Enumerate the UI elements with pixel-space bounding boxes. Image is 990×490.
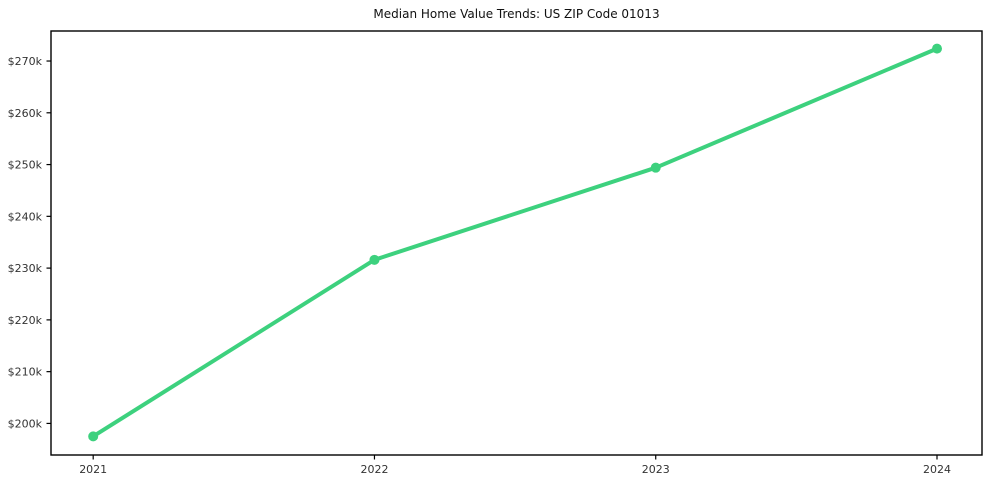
y-tick-label: $210k bbox=[8, 366, 43, 379]
y-tick-label: $230k bbox=[8, 262, 43, 275]
y-tick-label: $270k bbox=[8, 55, 43, 68]
data-point-marker bbox=[650, 162, 661, 173]
x-tick-label: 2021 bbox=[79, 463, 107, 476]
data-point-marker bbox=[88, 431, 99, 442]
x-tick-label: 2022 bbox=[360, 463, 388, 476]
y-tick-label: $260k bbox=[8, 107, 43, 120]
y-tick-label: $200k bbox=[8, 417, 43, 430]
plot-border bbox=[50, 30, 983, 456]
y-tick-label: $240k bbox=[8, 210, 43, 223]
x-tick-label: 2023 bbox=[642, 463, 670, 476]
data-point-marker bbox=[369, 254, 380, 265]
chart-title: Median Home Value Trends: US ZIP Code 01… bbox=[373, 7, 660, 21]
data-point-marker bbox=[931, 43, 942, 54]
y-tick-label: $250k bbox=[8, 159, 43, 172]
y-tick-label: $220k bbox=[8, 314, 43, 327]
trend-line bbox=[91, 46, 939, 439]
x-tick-label: 2024 bbox=[923, 463, 951, 476]
